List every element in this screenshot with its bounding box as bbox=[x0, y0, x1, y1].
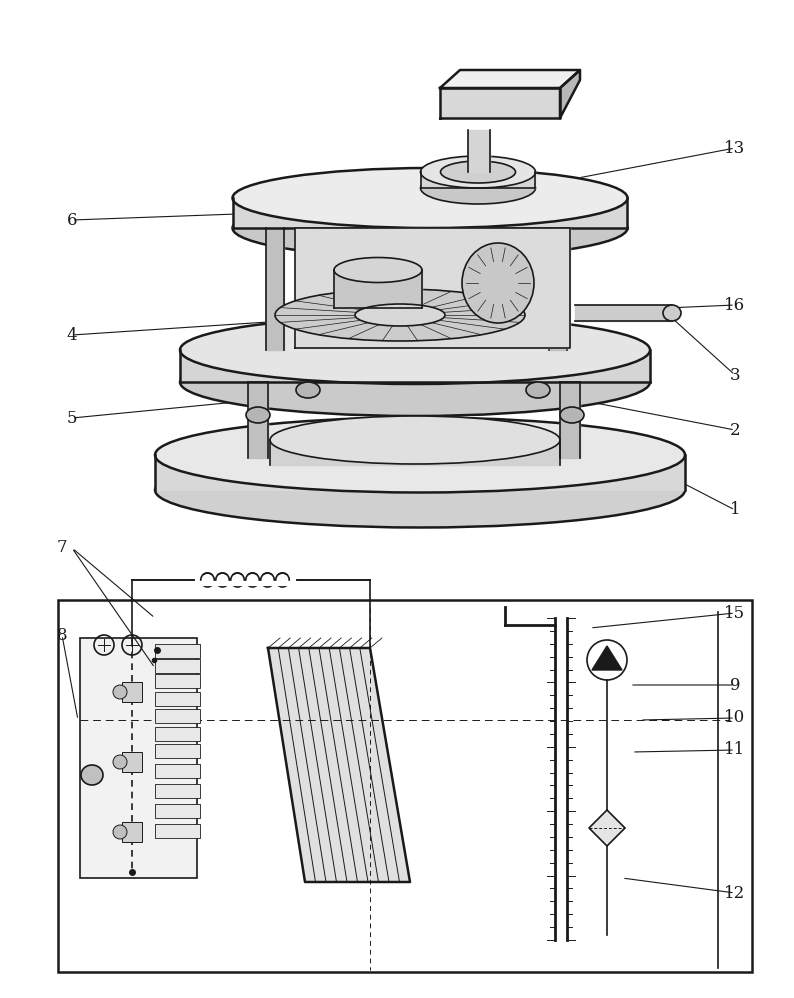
Polygon shape bbox=[334, 270, 422, 308]
Text: 4: 4 bbox=[67, 326, 77, 343]
Ellipse shape bbox=[180, 316, 650, 384]
Bar bbox=[122, 822, 142, 842]
Ellipse shape bbox=[155, 417, 685, 492]
Text: 15: 15 bbox=[724, 605, 746, 622]
Polygon shape bbox=[266, 228, 284, 350]
Polygon shape bbox=[295, 228, 570, 348]
Text: 9: 9 bbox=[730, 677, 740, 694]
Text: 16: 16 bbox=[724, 296, 746, 313]
Ellipse shape bbox=[462, 243, 534, 323]
Polygon shape bbox=[549, 228, 567, 350]
Text: 11: 11 bbox=[724, 742, 746, 758]
Text: 12: 12 bbox=[724, 884, 746, 901]
Bar bbox=[58, 600, 752, 972]
Ellipse shape bbox=[421, 172, 535, 204]
Ellipse shape bbox=[155, 452, 685, 528]
Text: 7: 7 bbox=[56, 540, 67, 557]
Text: 13: 13 bbox=[724, 140, 746, 157]
Polygon shape bbox=[575, 305, 672, 321]
Bar bbox=[155, 744, 200, 758]
Ellipse shape bbox=[246, 407, 270, 423]
Text: 10: 10 bbox=[724, 710, 746, 727]
Ellipse shape bbox=[526, 382, 550, 398]
Ellipse shape bbox=[270, 416, 560, 464]
Text: 6: 6 bbox=[67, 212, 77, 229]
Bar bbox=[122, 752, 142, 772]
Polygon shape bbox=[560, 70, 580, 118]
Ellipse shape bbox=[233, 198, 627, 258]
Bar bbox=[122, 682, 142, 702]
Polygon shape bbox=[155, 455, 685, 490]
Polygon shape bbox=[592, 646, 622, 670]
Ellipse shape bbox=[355, 304, 445, 326]
Ellipse shape bbox=[296, 382, 320, 398]
Polygon shape bbox=[440, 70, 580, 88]
Text: 2: 2 bbox=[730, 421, 740, 438]
Ellipse shape bbox=[421, 156, 535, 188]
Polygon shape bbox=[180, 350, 650, 382]
Ellipse shape bbox=[233, 168, 627, 228]
Ellipse shape bbox=[334, 257, 422, 282]
Bar bbox=[155, 659, 200, 673]
Bar bbox=[155, 727, 200, 741]
Bar bbox=[155, 804, 200, 818]
Circle shape bbox=[113, 825, 127, 839]
Bar bbox=[155, 764, 200, 778]
Polygon shape bbox=[468, 130, 490, 172]
Polygon shape bbox=[560, 382, 580, 458]
Polygon shape bbox=[589, 810, 625, 846]
Polygon shape bbox=[233, 198, 627, 228]
Circle shape bbox=[113, 685, 127, 699]
Ellipse shape bbox=[663, 305, 681, 321]
Bar bbox=[155, 824, 200, 838]
Ellipse shape bbox=[81, 765, 103, 785]
Bar bbox=[155, 784, 200, 798]
Bar bbox=[155, 692, 200, 706]
Text: 5: 5 bbox=[67, 409, 77, 426]
Text: 8: 8 bbox=[56, 627, 67, 644]
Ellipse shape bbox=[180, 348, 650, 416]
Polygon shape bbox=[440, 88, 560, 118]
Polygon shape bbox=[270, 440, 560, 465]
Circle shape bbox=[113, 755, 127, 769]
Bar bbox=[155, 709, 200, 723]
Ellipse shape bbox=[270, 441, 560, 489]
Text: 1: 1 bbox=[730, 502, 740, 519]
Polygon shape bbox=[268, 648, 410, 882]
Polygon shape bbox=[248, 382, 268, 458]
Text: 3: 3 bbox=[730, 366, 740, 383]
Ellipse shape bbox=[441, 161, 515, 183]
Bar bbox=[155, 674, 200, 688]
Ellipse shape bbox=[560, 407, 584, 423]
Bar bbox=[80, 638, 197, 878]
Polygon shape bbox=[421, 172, 535, 188]
Bar bbox=[155, 644, 200, 658]
Ellipse shape bbox=[275, 289, 525, 341]
